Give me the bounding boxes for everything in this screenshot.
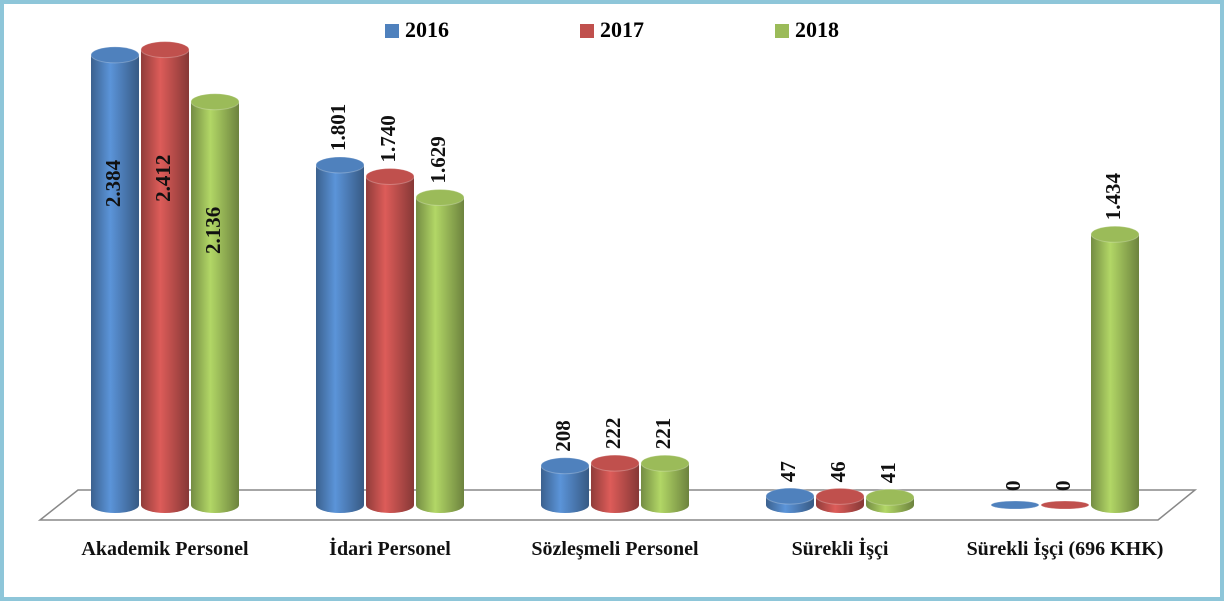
value-label: 2.412 [151,155,175,202]
value-label: 1.740 [376,115,400,162]
x-tick-label: Sözleşmeli Personel [531,538,699,560]
bar-top [640,454,690,472]
bar [640,454,690,513]
bar [815,487,865,513]
bar-body [366,176,414,513]
legend-label: 2017 [600,17,644,42]
value-label: 222 [601,418,625,450]
x-tick-label: Sürekli İşçi (696 KHK) [966,538,1164,560]
bar-body [591,463,639,513]
bar-top [990,500,1040,510]
bar-top [1040,500,1090,510]
value-label: 1.801 [326,104,350,151]
bar-body [316,164,364,514]
x-tick-label: Akademik Personel [81,538,249,560]
bar [540,457,590,513]
bar-body [1091,234,1139,513]
value-label: 1.629 [426,136,450,183]
value-label: 47 [776,461,800,482]
bar-body [416,197,464,513]
bar-body [191,101,239,513]
bar-top [1090,225,1140,243]
legend-swatch [385,24,399,38]
bar [140,41,190,513]
bar [1090,225,1140,513]
value-label: 1.434 [1101,173,1125,221]
value-label: 41 [876,462,900,483]
bar [190,93,240,513]
value-label: 2.136 [201,207,225,254]
bar [315,156,365,514]
bar-top [865,488,915,506]
legend-label: 2016 [405,17,449,42]
value-label: 221 [651,418,675,450]
bar [865,488,915,513]
legend-swatch [580,24,594,38]
bar-top [590,454,640,472]
bar-top [190,93,240,111]
bar-top [540,457,590,475]
bar-top [765,487,815,505]
bar [365,167,415,513]
bar-body [141,49,189,513]
value-label: 46 [826,461,850,482]
bar-body [91,54,139,514]
bar-top [315,156,365,174]
bar [590,454,640,513]
x-tick-label: İdari Personel [329,538,451,560]
bar-body [541,465,589,513]
x-tick-label: Sürekli İşçi [791,538,889,560]
bar-top [90,46,140,64]
value-label: 0 [1001,481,1025,492]
value-label: 0 [1051,481,1075,492]
legend-swatch [775,24,789,38]
value-label: 2.384 [101,159,125,207]
bar-top [815,487,865,505]
bar-top [365,167,415,185]
bar [415,188,465,513]
bar [1040,500,1090,510]
bar-body [641,463,689,513]
bar-top [140,41,190,59]
legend-label: 2018 [795,17,839,42]
bar [765,487,815,513]
value-label: 208 [551,420,575,452]
bar [90,46,140,514]
bar [990,500,1040,510]
bar-top [415,188,465,206]
